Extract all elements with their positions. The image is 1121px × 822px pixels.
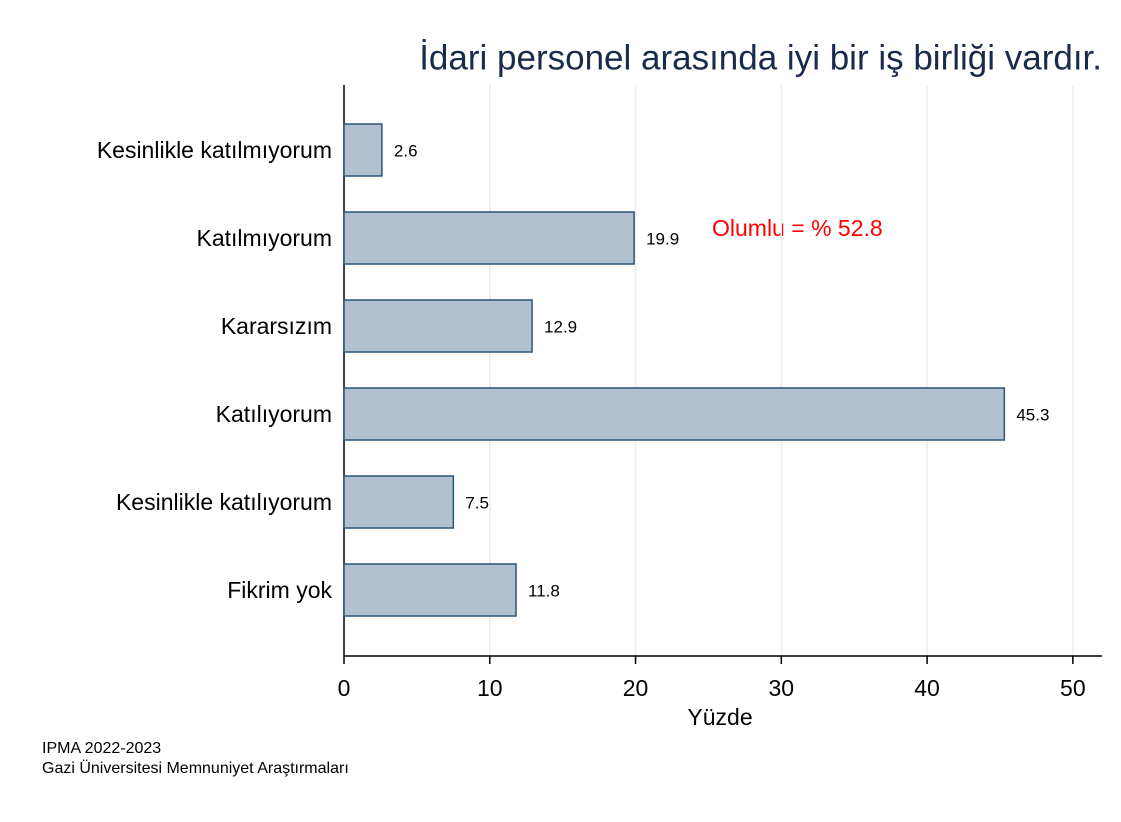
value-label: 19.9 bbox=[646, 229, 679, 248]
value-label: 12.9 bbox=[544, 317, 577, 336]
value-label: 11.8 bbox=[528, 581, 560, 600]
value-label: 7.5 bbox=[465, 493, 489, 512]
bar bbox=[343, 387, 1006, 441]
chart-title: İdari personel arasında iyi bir iş birli… bbox=[419, 38, 1102, 77]
x-axis-label: Yüzde bbox=[687, 704, 752, 730]
bar bbox=[343, 299, 533, 353]
x-tick-label: 20 bbox=[623, 675, 649, 701]
x-tick-label: 0 bbox=[338, 675, 351, 701]
value-label: 45.3 bbox=[1016, 405, 1049, 424]
bar bbox=[343, 563, 517, 617]
note: IPMA 2022-2023 bbox=[42, 740, 161, 757]
x-tick-label: 40 bbox=[914, 675, 940, 701]
x-tick-label: 50 bbox=[1060, 675, 1086, 701]
x-tick-label: 30 bbox=[769, 675, 795, 701]
y-tick-label: Katılmıyorum bbox=[197, 225, 332, 251]
y-tick-label: Katılıyorum bbox=[216, 401, 332, 427]
annotation: Olumlu = % 52.8 bbox=[712, 215, 883, 241]
value-label: 2.6 bbox=[394, 141, 418, 160]
bar bbox=[343, 123, 383, 177]
note: Gazi Üniversitesi Memnuniyet Araştırmala… bbox=[42, 759, 349, 777]
y-tick-label: Fikrim yok bbox=[227, 577, 332, 603]
x-tick-label: 10 bbox=[477, 675, 503, 701]
bar bbox=[343, 211, 635, 265]
y-tick-label: Kesinlikle katılmıyorum bbox=[97, 137, 332, 163]
bar bbox=[343, 475, 455, 529]
y-tick-label: Kararsızım bbox=[221, 313, 332, 339]
y-tick-label: Kesinlikle katılıyorum bbox=[116, 489, 332, 515]
